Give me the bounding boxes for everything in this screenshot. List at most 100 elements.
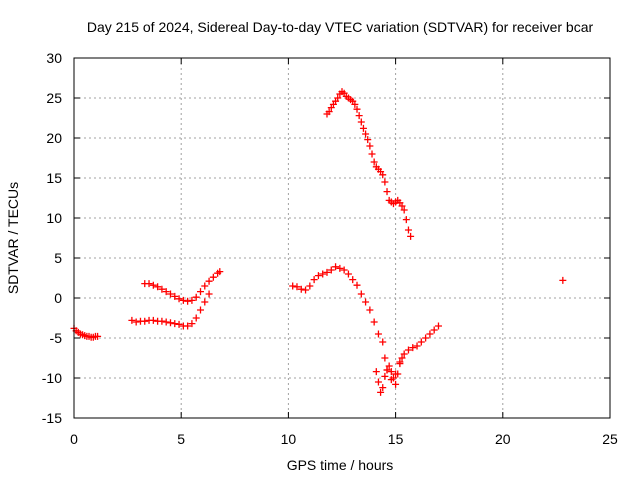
data-point	[362, 298, 370, 306]
data-point	[383, 188, 391, 196]
data-point	[385, 362, 393, 370]
data-point	[205, 277, 213, 285]
data-point	[175, 295, 183, 303]
data-point	[323, 268, 331, 276]
data-point	[336, 264, 344, 272]
y-tick-labels: -15 -10 -5 0 5 10 15 20 25 30	[42, 50, 62, 426]
data-point	[404, 226, 412, 234]
data-point	[289, 282, 297, 290]
data-point	[158, 317, 166, 325]
data-point	[409, 344, 417, 352]
data-point	[387, 368, 395, 376]
y-tick-label: 15	[46, 170, 62, 186]
y-tick-label: 30	[46, 50, 62, 66]
x-tick-label: 0	[70, 431, 78, 447]
data-point	[368, 150, 376, 158]
y-tick-label: 25	[46, 90, 62, 106]
data-point	[188, 296, 196, 304]
data-point	[404, 346, 412, 354]
series-arc-5	[372, 354, 406, 396]
data-point	[434, 322, 442, 330]
data-point	[349, 276, 357, 284]
data-point	[209, 273, 217, 281]
y-tick-label: -10	[42, 370, 62, 386]
x-tick-label: 15	[388, 431, 404, 447]
data-point	[407, 232, 415, 240]
data-point	[374, 330, 382, 338]
y-tick-label: 5	[54, 250, 62, 266]
x-tick-label: 25	[602, 431, 618, 447]
data-point	[306, 282, 314, 290]
data-point	[379, 171, 387, 179]
series-arc-6	[323, 88, 415, 240]
data-point	[430, 326, 438, 334]
data-point	[166, 290, 174, 298]
data-point	[396, 360, 404, 368]
data-point	[94, 332, 102, 340]
series-arc-3	[141, 268, 224, 305]
data-point	[201, 298, 209, 306]
data-point	[162, 318, 170, 326]
data-point	[383, 366, 391, 374]
data-point	[196, 306, 204, 314]
data-point	[355, 112, 363, 120]
data-point	[398, 202, 406, 210]
axis-ticks	[73, 57, 611, 419]
data-point	[141, 317, 149, 325]
x-tick-label: 20	[495, 431, 511, 447]
data-point	[370, 318, 378, 326]
x-tick-label: 10	[281, 431, 297, 447]
data-point	[184, 322, 192, 330]
y-axis-label: SDTVAR / TECUs	[5, 182, 21, 294]
data-point	[171, 320, 179, 328]
x-tick-label: 5	[177, 431, 185, 447]
data-point	[357, 118, 365, 126]
data-point	[179, 296, 187, 304]
data-point	[381, 178, 389, 186]
plot-frame	[73, 57, 611, 419]
data-point	[196, 288, 204, 296]
data-point	[402, 216, 410, 224]
data-point	[357, 290, 365, 298]
data-point	[377, 388, 385, 396]
data-point	[381, 372, 389, 380]
data-point	[422, 334, 430, 342]
data-point	[353, 281, 361, 289]
data-point	[171, 292, 179, 300]
data-point	[201, 282, 209, 290]
data-point	[374, 378, 382, 386]
data-point	[175, 320, 183, 328]
data-point	[192, 293, 200, 301]
data-point	[310, 276, 318, 284]
data-point	[559, 276, 567, 284]
data-point	[394, 370, 402, 378]
data-point	[413, 342, 421, 350]
data-point	[184, 297, 192, 305]
data-point	[216, 268, 224, 276]
data-point	[154, 283, 162, 291]
data-point	[400, 206, 408, 214]
data-point	[353, 105, 361, 113]
data-point	[400, 350, 408, 358]
data-point	[297, 285, 305, 293]
data-point	[293, 283, 301, 291]
x-tick-labels: 0 5 10 15 20 25	[70, 431, 618, 447]
data-point	[362, 130, 370, 138]
data-point	[364, 136, 372, 144]
y-tick-label: -5	[50, 330, 63, 346]
data-point	[398, 354, 406, 362]
data-point	[128, 316, 136, 324]
data-point	[340, 266, 348, 274]
x-axis-label: GPS time / hours	[287, 457, 394, 473]
data-point	[145, 280, 153, 288]
data-point	[379, 384, 387, 392]
y-tick-label: 0	[54, 290, 62, 306]
data-point	[314, 272, 322, 280]
data-point	[162, 288, 170, 296]
data-point	[327, 266, 335, 274]
data-point	[149, 281, 157, 289]
data-point	[426, 330, 434, 338]
data-point	[188, 320, 196, 328]
data-point	[149, 316, 157, 324]
data-point	[359, 124, 367, 132]
